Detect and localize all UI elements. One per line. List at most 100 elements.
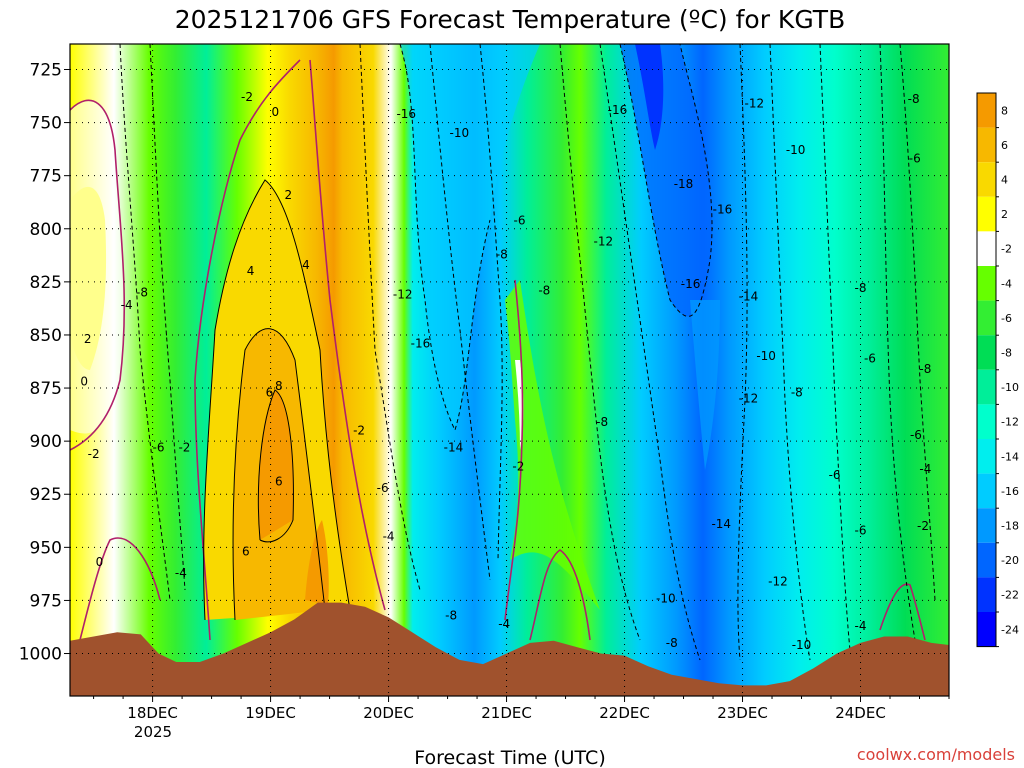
colorbar-label: -12 xyxy=(1001,416,1019,429)
colorbar-label: 8 xyxy=(1001,104,1008,117)
contour-label: -14 xyxy=(739,290,759,304)
contour-label: -6 xyxy=(864,351,876,365)
credit-link[interactable]: coolwx.com/models xyxy=(857,745,1015,764)
contour-label: -12 xyxy=(745,96,765,110)
contour-label: -2 xyxy=(917,519,929,533)
contour-label: -4 xyxy=(498,617,510,631)
colorbar-label: -18 xyxy=(1001,520,1019,533)
y-tick-label: 850 xyxy=(30,326,62,346)
green-tongue xyxy=(505,280,600,610)
contour-label: -2 xyxy=(512,460,524,474)
colorbar-label: -6 xyxy=(1001,312,1012,325)
colorbar-swatch xyxy=(977,266,996,301)
colorbar-swatch xyxy=(977,508,996,543)
cold-region-18 xyxy=(690,300,720,470)
colorbar-swatch xyxy=(977,473,996,509)
colorbar-swatch xyxy=(977,93,996,128)
colorbar-label: -16 xyxy=(1001,485,1019,498)
colorbar-label: -14 xyxy=(1001,450,1019,463)
colorbar-label: -22 xyxy=(1001,589,1019,602)
contour-label: -12 xyxy=(393,288,413,302)
warm-contours xyxy=(203,179,351,621)
colorbar-label: -24 xyxy=(1001,623,1019,636)
colorbar-label: 4 xyxy=(1001,174,1008,187)
contour-label: -10 xyxy=(656,591,676,605)
contour-label: -14 xyxy=(444,441,464,455)
x-tick-label: 20DEC xyxy=(363,704,414,722)
colorbar-swatch xyxy=(977,369,996,405)
contour-label: 8 xyxy=(275,379,283,393)
contour-label: -6 xyxy=(910,428,922,442)
contour-label: -2 xyxy=(178,441,190,455)
colorbar: 8 6 4 2 -2 -4 -6 -8 -10 -12 -14 -16 -18 -20 -22 -24 xyxy=(976,92,1019,648)
warm-core-8 xyxy=(258,390,294,540)
contour-label: -8 xyxy=(855,281,867,295)
contour-label: -8 xyxy=(919,362,931,376)
plot-border xyxy=(69,43,950,697)
cold-region-16 xyxy=(400,44,540,430)
y-tick-label: 800 xyxy=(30,220,62,240)
contour-label: -8 xyxy=(538,283,550,297)
cold-region-20 xyxy=(620,44,713,317)
y-tick-label: 1000 xyxy=(19,645,62,665)
freezing-band-left xyxy=(70,100,125,434)
colorbar-swatch xyxy=(977,231,996,266)
contour-label: -8 xyxy=(136,285,148,299)
contour-label: 0 xyxy=(96,555,104,569)
zero-contours xyxy=(70,59,926,641)
y-axis: 725 750 775 800 825 850 875 900 925 950 975 1000 xyxy=(19,60,70,665)
contour-label: -6 xyxy=(514,213,526,227)
colorbar-swatch xyxy=(977,404,996,439)
colorbar-swatch xyxy=(977,196,996,232)
contour-label: -8 xyxy=(596,415,608,429)
x-tick-label: 24DEC xyxy=(835,704,886,722)
contour-label: -12 xyxy=(768,574,788,588)
x-tick-label: 18DEC xyxy=(127,704,178,722)
contour-label: -4 xyxy=(919,462,931,476)
colorbar-label: 2 xyxy=(1001,208,1008,221)
cold-contours xyxy=(119,44,936,661)
contour-label: -2 xyxy=(353,424,365,438)
contour-label: -4 xyxy=(175,566,187,580)
contour-label: -4 xyxy=(855,619,867,633)
contour-label: -8 xyxy=(445,608,457,622)
x-axis: 18DEC 19DEC 20DEC 21DEC 22DEC 23DEC 24DEC xyxy=(93,696,950,722)
colorbar-label: -10 xyxy=(1001,381,1019,394)
y-tick-label: 975 xyxy=(30,591,62,611)
contour-label: -16 xyxy=(713,203,733,217)
colorbar-swatch xyxy=(977,162,996,197)
y-tick-label: 775 xyxy=(30,167,62,187)
y-tick-label: 725 xyxy=(30,60,62,80)
y-tick-label: 900 xyxy=(30,432,62,452)
contour-label: -14 xyxy=(711,517,731,531)
contour-label: -18 xyxy=(674,177,694,191)
contour-label: -6 xyxy=(153,441,165,455)
colorbar-label: -2 xyxy=(1001,243,1012,256)
colorbar-swatch xyxy=(977,439,996,474)
colorbar-swatch xyxy=(977,612,996,647)
contour-label: 0 xyxy=(271,105,279,119)
y-tick-label: 925 xyxy=(30,485,62,505)
colorbar-label: 6 xyxy=(1001,139,1008,152)
x-tick-label: 19DEC xyxy=(245,704,296,722)
x-tick-label: 21DEC xyxy=(481,704,532,722)
contour-label: -8 xyxy=(496,247,508,261)
contour-label: -2 xyxy=(241,90,253,104)
contour-label: -16 xyxy=(608,103,628,117)
contour-label: -10 xyxy=(450,126,470,140)
y-tick-label: 875 xyxy=(30,379,62,399)
contour-label: -2 xyxy=(88,447,100,461)
temperature-field xyxy=(70,44,949,696)
colorbar-swatch xyxy=(977,127,996,163)
colorbar-swatch xyxy=(977,300,996,336)
contour-label: 0 xyxy=(80,375,88,389)
contour-label: -6 xyxy=(377,481,389,495)
y-tick-label: 750 xyxy=(30,114,62,134)
colorbar-swatch xyxy=(977,542,996,578)
contour-label: 4 xyxy=(247,264,255,278)
surface-terrain xyxy=(70,602,949,696)
contour-label: 6 xyxy=(242,545,250,559)
colorbar-label: -20 xyxy=(1001,554,1019,567)
